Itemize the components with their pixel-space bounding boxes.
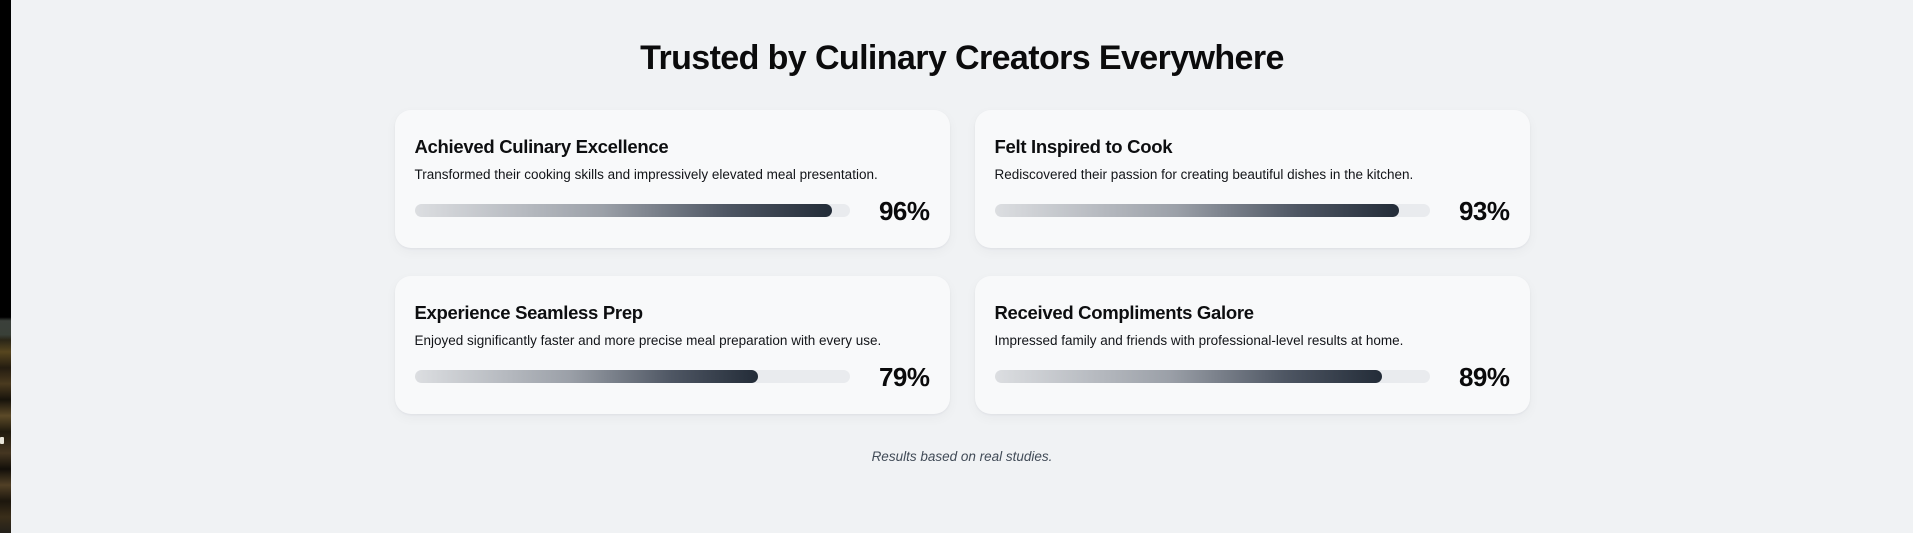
progress-bar-fill xyxy=(414,370,759,384)
stat-title: Felt Inspired to Cook xyxy=(994,135,1173,157)
page-title: Trusted by Culinary Creators Everywhere xyxy=(640,39,1284,77)
photo-sliver-highlight xyxy=(0,437,4,444)
stat-title: Received Compliments Galore xyxy=(994,301,1255,323)
progress-bar-fill xyxy=(994,370,1382,384)
background-photo-sliver xyxy=(0,0,11,533)
stat-card-compliments-galore: Received Compliments Galore Impressed fa… xyxy=(974,275,1530,414)
stat-percent-value: 93% xyxy=(1458,195,1510,226)
stat-title: Achieved Culinary Excellence xyxy=(414,135,669,157)
stat-title: Experience Seamless Prep xyxy=(414,301,644,323)
stat-bar-row: 89% xyxy=(994,361,1510,392)
stat-bar-row: 96% xyxy=(414,195,930,226)
progress-bar-track xyxy=(414,370,850,384)
stat-card-seamless-prep: Experience Seamless Prep Enjoyed signifi… xyxy=(394,275,950,414)
stat-description: Impressed family and friends with profes… xyxy=(994,333,1404,349)
stat-card-culinary-excellence: Achieved Culinary Excellence Transformed… xyxy=(394,109,950,248)
stat-bar-row: 93% xyxy=(994,195,1510,226)
footnote: Results based on real studies. xyxy=(871,448,1053,464)
stat-description: Enjoyed significantly faster and more pr… xyxy=(414,333,882,349)
stat-description: Rediscovered their passion for creating … xyxy=(994,167,1414,183)
stat-description: Transformed their cooking skills and imp… xyxy=(414,167,878,183)
trust-stats-section: Trusted by Culinary Creators Everywhere … xyxy=(11,0,1913,464)
progress-bar-track xyxy=(994,370,1430,384)
progress-bar-fill xyxy=(414,204,833,218)
progress-bar-fill xyxy=(994,204,1400,218)
stat-percent-value: 89% xyxy=(1458,361,1510,392)
stat-percent-value: 96% xyxy=(878,195,930,226)
stat-percent-value: 79% xyxy=(878,361,930,392)
stats-grid: Achieved Culinary Excellence Transformed… xyxy=(394,109,1530,414)
stat-card-inspired-to-cook: Felt Inspired to Cook Rediscovered their… xyxy=(974,109,1530,248)
progress-bar-track xyxy=(414,204,850,218)
stat-bar-row: 79% xyxy=(414,361,930,392)
progress-bar-track xyxy=(994,204,1430,218)
